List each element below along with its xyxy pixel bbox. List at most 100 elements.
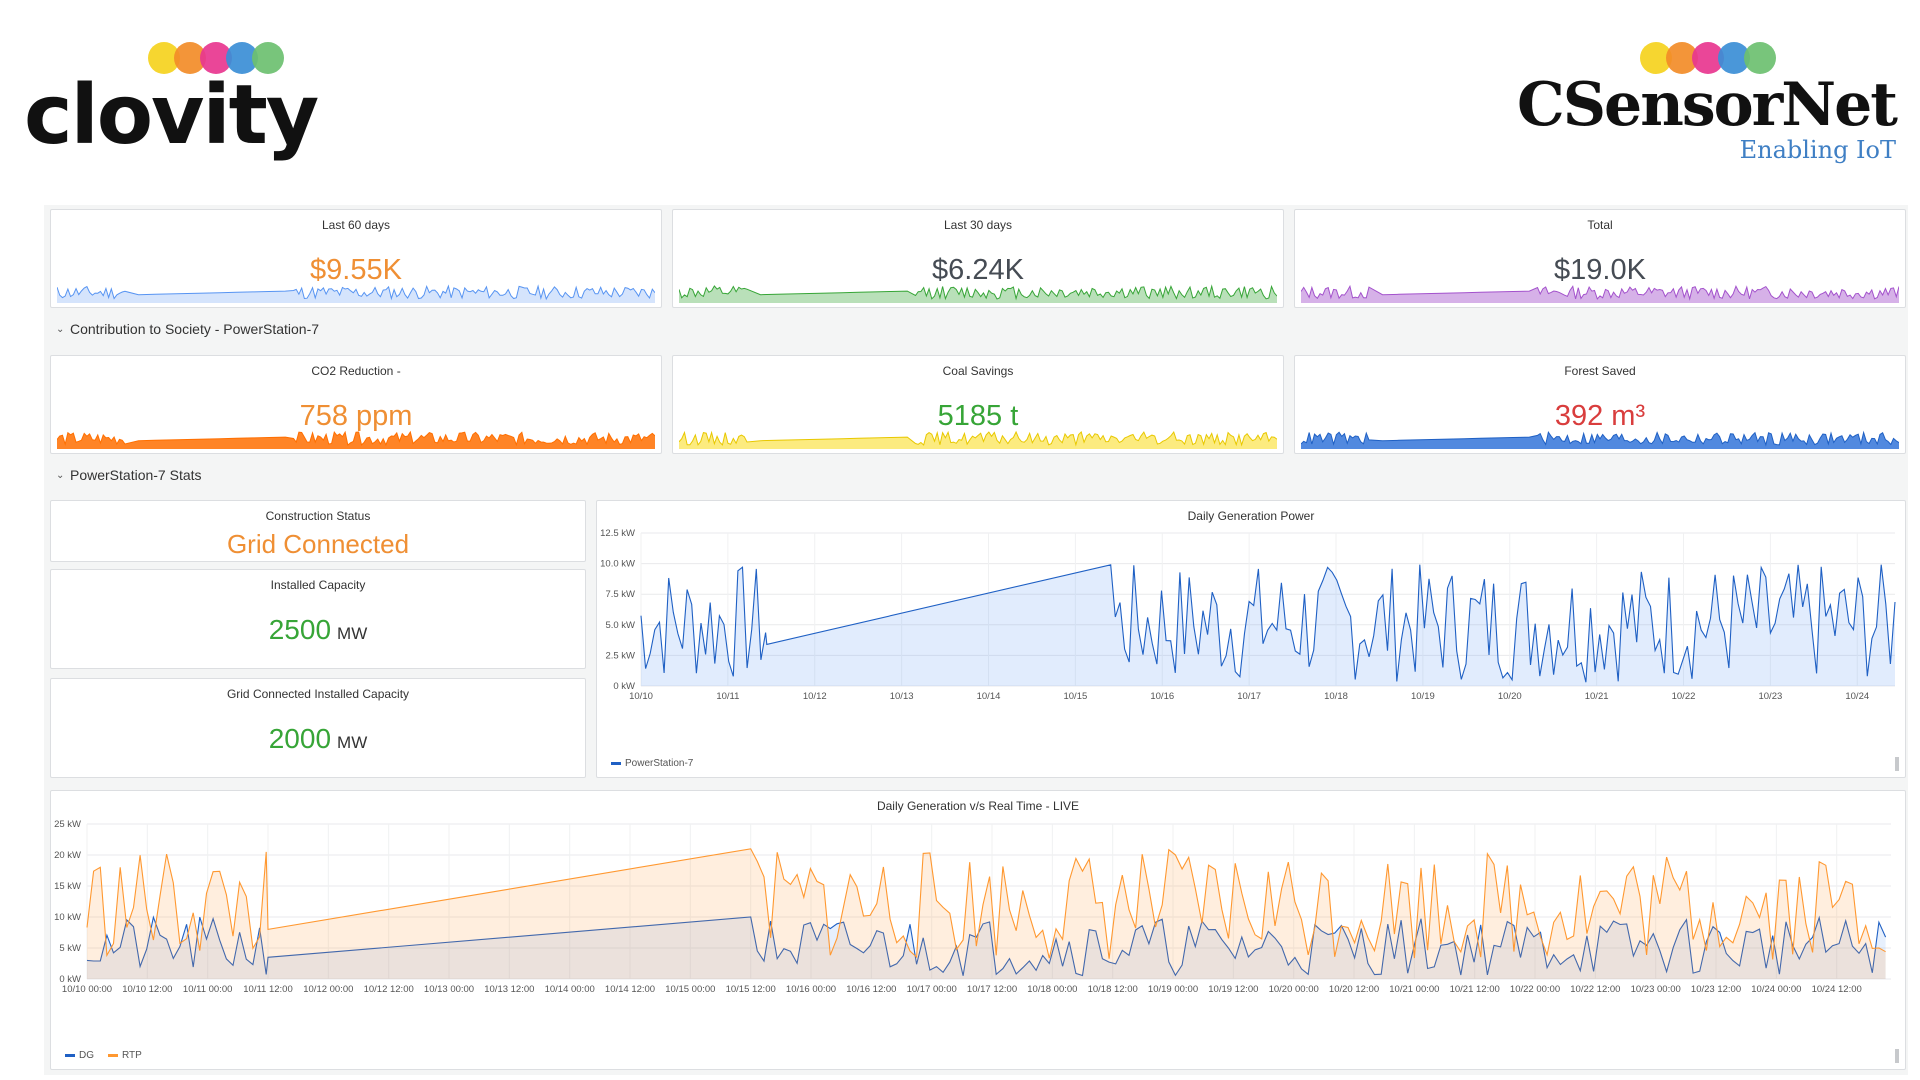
legend-item-rtp[interactable]: RTP [108, 1050, 142, 1061]
chart-legend: DG RTP [65, 1050, 142, 1061]
y-tick-label: 12.5 kW [600, 528, 635, 539]
sparkline-svg [1301, 430, 1899, 449]
grid-installed-capacity-panel[interactable]: Grid Connected Installed Capacity 2000 MW [50, 678, 586, 778]
x-tick-label: 10/13 00:00 [424, 984, 474, 995]
legend-label: RTP [122, 1050, 142, 1061]
sparkline [679, 419, 1277, 449]
x-tick-label: 10/21 12:00 [1450, 984, 1500, 995]
x-tick-label: 10/24 12:00 [1812, 984, 1862, 995]
x-tick-label: 10/20 00:00 [1269, 984, 1319, 995]
dashboard: Last 60 days $9.55K Last 30 days $6.24K … [44, 205, 1908, 1075]
sparkline-area [679, 432, 1277, 449]
panel-title: Installed Capacity [270, 578, 366, 592]
row-header-contribution[interactable]: ⌄ Contribution to Society - PowerStation… [56, 321, 319, 337]
resize-handle[interactable] [1895, 1049, 1899, 1063]
row-title: Contribution to Society - PowerStation-7 [70, 321, 320, 337]
x-tick-label: 10/18 [1324, 691, 1348, 702]
x-tick-label: 10/12 12:00 [364, 984, 414, 995]
x-tick-label: 10/24 [1845, 691, 1869, 702]
x-tick-label: 10/24 00:00 [1751, 984, 1801, 995]
x-tick-label: 10/15 [1063, 691, 1087, 702]
stat-value: $6.24K [932, 254, 1024, 286]
sparkline [679, 273, 1277, 303]
x-tick-label: 10/15 00:00 [665, 984, 715, 995]
chevron-down-icon: ⌄ [56, 323, 65, 335]
legend-item-dg[interactable]: DG [65, 1050, 94, 1061]
panel-title: Grid Connected Installed Capacity [226, 687, 410, 701]
y-tick-label: 10 kW [54, 912, 81, 923]
x-tick-label: 10/21 [1585, 691, 1609, 702]
construction-status-panel[interactable]: Construction Status Grid Connected [50, 500, 586, 562]
series-area-powerstation-7 [641, 564, 1895, 686]
y-tick-label: 5.0 kW [605, 620, 635, 631]
row-header-stats[interactable]: ⌄ PowerStation-7 Stats [56, 467, 202, 483]
panel-title: Construction Status [265, 509, 371, 523]
x-tick-label: 10/16 12:00 [846, 984, 896, 995]
sparkline-svg [57, 284, 655, 303]
legend-label: DG [79, 1050, 94, 1061]
x-tick-label: 10/16 00:00 [786, 984, 836, 995]
sparkline-line [1301, 430, 1899, 447]
x-tick-label: 10/22 [1672, 691, 1696, 702]
x-tick-label: 10/20 12:00 [1329, 984, 1379, 995]
panel-title: Last 60 days [321, 218, 391, 232]
sparkline-line [679, 430, 1277, 447]
x-tick-label: 10/14 12:00 [605, 984, 655, 995]
stat-panel-forest-saved[interactable]: Forest Saved 392 m³ [1294, 355, 1906, 454]
clovity-logo: clovity [24, 38, 334, 168]
x-tick-label: 10/18 12:00 [1088, 984, 1138, 995]
y-tick-label: 0 kW [613, 681, 635, 692]
sparkline-area [679, 286, 1277, 303]
x-tick-label: 10/21 00:00 [1389, 984, 1439, 995]
sparkline-svg [57, 430, 655, 449]
legend-swatch [611, 761, 621, 765]
sparkline [57, 419, 655, 449]
resize-handle[interactable] [1895, 757, 1899, 771]
x-tick-label: 10/13 12:00 [484, 984, 534, 995]
x-tick-label: 10/16 [1150, 691, 1174, 702]
sparkline-line [57, 284, 655, 301]
stat-panel-last-30-days[interactable]: Last 30 days $6.24K [672, 209, 1284, 308]
sparkline-svg [1301, 284, 1899, 303]
sparkline [1301, 273, 1899, 303]
y-tick-label: 2.5 kW [605, 650, 635, 661]
x-tick-label: 10/23 12:00 [1691, 984, 1741, 995]
daily-generation-power-panel[interactable]: Daily Generation Power 0 kW 2.5 kW 5.0 kW 7… [596, 500, 1906, 778]
x-tick-label: 10/23 [1758, 691, 1782, 702]
stat-panel-coal-savings[interactable]: Coal Savings 5185 t [672, 355, 1284, 454]
csensornet-tagline: Enabling IoT [1739, 136, 1896, 164]
installed-capacity-value: 2500 MW [51, 614, 585, 646]
legend-item-powerstation-7[interactable]: PowerStation-7 [611, 758, 693, 769]
y-tick-label: 7.5 kW [605, 589, 635, 600]
sparkline-line [57, 430, 655, 447]
daily-generation-vs-realtime-chart: 0 kW 5 kW 10 kW 15 kW 20 kW 25 kW 10/10 00:00 1… [54, 819, 1891, 995]
panel-title: Last 30 days [943, 218, 1013, 232]
panel-title: Forest Saved [1564, 364, 1636, 378]
x-tick-label: 10/22 12:00 [1570, 984, 1620, 995]
legend-swatch [65, 1053, 75, 1057]
sparkline-area [1301, 286, 1899, 303]
csensornet-logo: CSensorNet Enabling IoT [1517, 38, 1898, 168]
x-tick-label: 10/20 [1498, 691, 1522, 702]
stat-panel-last-60-days[interactable]: Last 60 days $9.55K [50, 209, 662, 308]
daily-generation-vs-realtime-panel[interactable]: Daily Generation v/s Real Time - LIVE 0 … [50, 790, 1906, 1070]
series-line-dg [86, 915, 1887, 977]
sparkline-line [1301, 284, 1899, 301]
grid-installed-capacity-value: 2000 MW [51, 723, 585, 755]
x-tick-label: 10/10 12:00 [122, 984, 172, 995]
x-tick-label: 10/23 00:00 [1631, 984, 1681, 995]
grid-installed-capacity-unit: MW [337, 733, 368, 752]
installed-capacity-panel[interactable]: Installed Capacity 2500 MW [50, 569, 586, 669]
x-tick-label: 10/19 00:00 [1148, 984, 1198, 995]
y-tick-label: 20 kW [54, 850, 81, 861]
installed-capacity-number: 2500 [268, 614, 332, 645]
stat-panel-total[interactable]: Total $19.0K [1294, 209, 1906, 308]
logo-dots [148, 42, 284, 74]
series-line-rtp [86, 848, 1886, 960]
stat-panel-co2-reduction[interactable]: CO2 Reduction - 758 ppm [50, 355, 662, 454]
y-tick-label: 10.0 kW [600, 559, 635, 570]
sparkline [1301, 419, 1899, 449]
sparkline-line [679, 284, 1277, 301]
sparkline-svg [679, 430, 1277, 449]
panel-title: Coal Savings [942, 364, 1014, 378]
